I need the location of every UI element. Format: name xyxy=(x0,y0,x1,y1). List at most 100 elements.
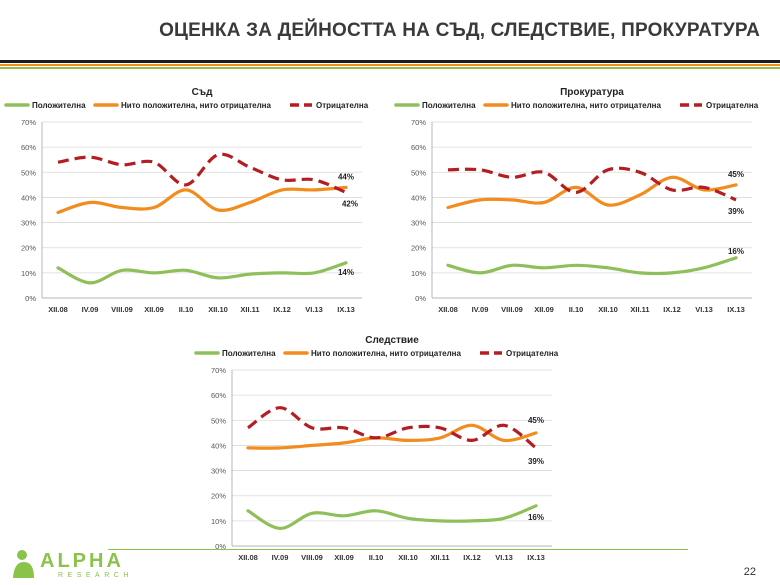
legend-label-neutral: Нито положителна, нито отрицателна xyxy=(311,349,461,358)
y-tick-label: 30% xyxy=(211,467,226,476)
y-tick-label: 40% xyxy=(211,441,226,450)
y-tick-label: 10% xyxy=(411,269,426,278)
data-label-negative: 42% xyxy=(342,199,358,208)
page-title: ОЦЕНКА ЗА ДЕЙНОСТТА НА СЪД, СЛЕДСТВИЕ, П… xyxy=(159,20,760,41)
y-tick-label: 60% xyxy=(211,391,226,400)
chart-investigation: Следствие Положителна Нито положителна, ни… xyxy=(190,332,580,572)
legend-item-negative: Отрицателна xyxy=(480,349,559,358)
logo-person-icon xyxy=(13,550,34,578)
legend-label-negative: Отрицателна xyxy=(506,349,559,358)
y-tick-label: 50% xyxy=(21,168,36,177)
x-tick-label: VIII.09 xyxy=(111,305,133,314)
series-line-negative xyxy=(57,152,347,194)
series-line-positive xyxy=(56,261,348,285)
x-tick-label: II.10 xyxy=(369,553,384,562)
footer-rule xyxy=(108,549,688,550)
y-tick-label: 70% xyxy=(211,366,226,375)
series-line-negative xyxy=(247,406,537,450)
legend-label-positive: Положителна xyxy=(222,349,276,358)
series-line-positive xyxy=(446,256,738,276)
x-tick-label: IX.12 xyxy=(463,553,481,562)
data-label-neutral: 45% xyxy=(528,416,544,425)
legend-item-neutral: Нито положителна, нито отрицателна xyxy=(483,101,661,110)
y-tick-label: 0% xyxy=(215,542,226,551)
data-label-positive: 14% xyxy=(338,268,354,277)
legend-item-positive: Положителна xyxy=(194,349,276,358)
x-tick-label: IV.09 xyxy=(272,553,289,562)
legend-item-neutral: Нито положителна, нито отрицателна xyxy=(283,349,461,358)
x-tick-label: IV.09 xyxy=(82,305,99,314)
x-tick-label: IX.13 xyxy=(337,305,355,314)
title-rule-green xyxy=(0,67,780,69)
chart-investigation-svg: Следствие Положителна Нито положителна, ни… xyxy=(194,335,559,562)
chart-court-svg: Съд Положителна Нито положителна, нито отр… xyxy=(4,87,369,314)
x-tick-label: VIII.09 xyxy=(301,553,323,562)
x-tick-label: XII.11 xyxy=(240,305,259,314)
chart-prosecution-svg: Прокуратура Положителна Нито положителна, … xyxy=(394,87,759,314)
data-label-positive: 16% xyxy=(728,247,744,256)
logo-main-text: ALPHA xyxy=(40,550,124,572)
y-tick-label: 40% xyxy=(21,193,36,202)
legend-label-negative: Отрицателна xyxy=(706,101,759,110)
alpha-research-logo: ALPHA RESEARCH xyxy=(10,548,140,582)
x-tick-label: XII.09 xyxy=(534,305,554,314)
data-label-negative: 39% xyxy=(528,457,544,466)
logo-sub-text: RESEARCH xyxy=(58,572,133,579)
x-tick-label: II.10 xyxy=(179,305,194,314)
legend-label-negative: Отрицателна xyxy=(316,101,369,110)
page-number: 22 xyxy=(743,566,756,578)
x-tick-label: IX.12 xyxy=(273,305,291,314)
x-tick-label: XII.11 xyxy=(630,305,649,314)
x-tick-label: XII.08 xyxy=(438,305,458,314)
series-line-neutral xyxy=(446,175,738,210)
x-tick-label: XII.10 xyxy=(398,553,418,562)
x-tick-label: IX.13 xyxy=(727,305,745,314)
chart-prosecution: Прокуратура Положителна Нито положителна, … xyxy=(390,84,780,324)
title-rule-dark xyxy=(0,60,780,63)
x-tick-label: VI.13 xyxy=(495,553,513,562)
x-tick-label: VI.13 xyxy=(695,305,713,314)
legend-label-neutral: Нито положителна, нито отрицателна xyxy=(511,101,661,110)
y-tick-label: 20% xyxy=(21,244,36,253)
legend-label-positive: Положителна xyxy=(32,101,86,110)
data-label-negative: 39% xyxy=(728,207,744,216)
x-tick-label: IV.09 xyxy=(472,305,489,314)
x-tick-label: XII.08 xyxy=(238,553,258,562)
data-label-neutral: 45% xyxy=(728,170,744,179)
series-line-positive xyxy=(246,504,538,531)
y-tick-label: 0% xyxy=(415,294,426,303)
y-tick-label: 20% xyxy=(211,492,226,501)
title-rule-orange xyxy=(0,64,780,66)
x-tick-label: IX.12 xyxy=(663,305,681,314)
y-tick-label: 50% xyxy=(211,416,226,425)
y-tick-label: 50% xyxy=(411,168,426,177)
legend-label-positive: Положителна xyxy=(422,101,476,110)
x-tick-label: VIII.09 xyxy=(501,305,523,314)
chart-title: Следствие xyxy=(365,335,419,346)
chart-title: Прокуратура xyxy=(560,87,624,98)
x-tick-label: IX.13 xyxy=(527,553,545,562)
legend-item-positive: Положителна xyxy=(394,101,476,110)
series-line-neutral xyxy=(56,185,348,215)
chart-title: Съд xyxy=(192,87,214,98)
y-tick-label: 70% xyxy=(21,118,36,127)
y-tick-label: 10% xyxy=(211,517,226,526)
y-tick-label: 0% xyxy=(25,294,36,303)
chart-court: Съд Положителна Нито положителна, нито отр… xyxy=(0,84,390,324)
data-label-neutral: 44% xyxy=(338,172,354,181)
y-tick-label: 30% xyxy=(411,219,426,228)
x-tick-label: XII.10 xyxy=(598,305,618,314)
x-tick-label: XII.08 xyxy=(48,305,68,314)
legend-item-negative: Отрицателна xyxy=(290,101,369,110)
x-tick-label: XII.09 xyxy=(334,553,354,562)
y-tick-label: 60% xyxy=(21,143,36,152)
y-tick-label: 10% xyxy=(21,269,36,278)
legend-label-neutral: Нито положителна, нито отрицателна xyxy=(121,101,271,110)
series-line-negative xyxy=(447,166,737,202)
x-tick-label: XII.09 xyxy=(144,305,164,314)
x-tick-label: VI.13 xyxy=(305,305,323,314)
y-tick-label: 20% xyxy=(411,244,426,253)
y-tick-label: 70% xyxy=(411,118,426,127)
series-line-neutral xyxy=(246,423,538,450)
x-tick-label: XII.11 xyxy=(430,553,449,562)
